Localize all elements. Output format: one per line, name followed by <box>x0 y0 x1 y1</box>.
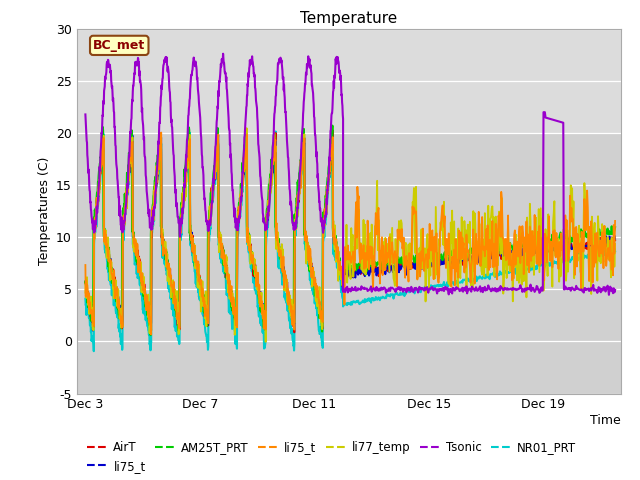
Text: Time: Time <box>590 414 621 427</box>
Legend: AirT, li75_t, AM25T_PRT, li75_t, li77_temp, Tsonic, NR01_PRT: AirT, li75_t, AM25T_PRT, li75_t, li77_te… <box>83 436 581 477</box>
Title: Temperature: Temperature <box>300 11 397 26</box>
Bar <box>77 133 621 394</box>
Y-axis label: Temperatures (C): Temperatures (C) <box>38 157 51 265</box>
Bar <box>77 29 621 133</box>
Text: BC_met: BC_met <box>93 39 145 52</box>
